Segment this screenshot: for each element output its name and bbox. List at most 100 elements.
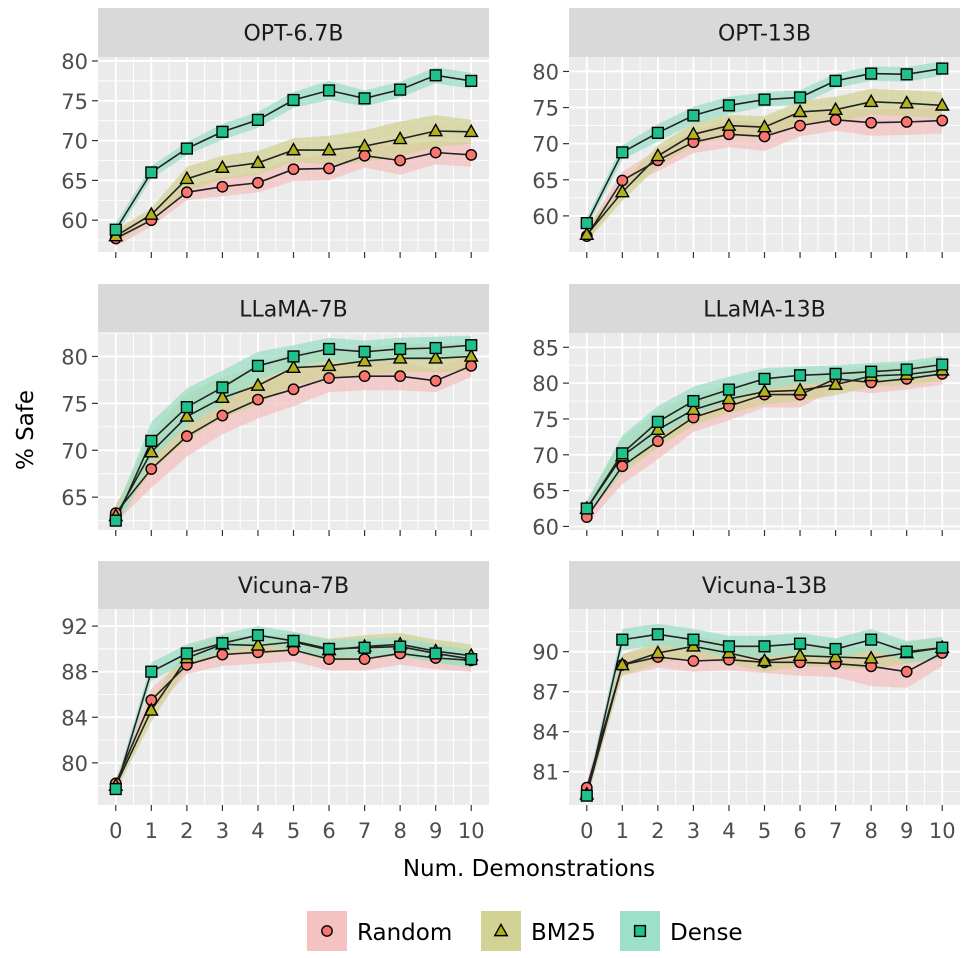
point-dense bbox=[722, 640, 736, 653]
x-tick-label: 7 bbox=[829, 819, 842, 843]
y-tick-label: 90 bbox=[532, 641, 559, 665]
point-dense bbox=[936, 641, 949, 654]
point-bm25 bbox=[721, 117, 737, 131]
panel-llama-13b: LLaMA-13B 60 65 70 75 80 85 bbox=[532, 284, 960, 539]
x-tick-label: 1 bbox=[145, 819, 158, 843]
point-dense bbox=[580, 217, 593, 230]
point-bm25 bbox=[934, 97, 950, 111]
point-dense bbox=[900, 645, 913, 658]
y-tick-label: 65 bbox=[532, 480, 559, 504]
point-bm25 bbox=[214, 389, 230, 404]
point-random bbox=[180, 186, 193, 199]
point-bm25 bbox=[863, 650, 879, 664]
x-tick-label: 2 bbox=[180, 819, 193, 843]
point-dense bbox=[616, 146, 629, 159]
point-dense bbox=[216, 381, 229, 394]
point-dense bbox=[287, 93, 300, 107]
panel-vicuna-13b: Vicuna-13B 81 84 87 90 0 1 2 3 4 5 6 7 8 9 10 bbox=[532, 561, 960, 843]
point-dense bbox=[251, 359, 265, 372]
point-dense bbox=[358, 641, 371, 654]
x-tick-label: 3 bbox=[216, 819, 229, 843]
point-dense bbox=[109, 223, 122, 236]
legend-marker bbox=[321, 925, 333, 937]
panel-title: OPT-6.7B bbox=[243, 22, 343, 47]
panel-strip bbox=[569, 284, 960, 333]
y-tick-label: 84 bbox=[532, 721, 559, 745]
x-tick-label: 2 bbox=[651, 819, 664, 843]
point-random bbox=[465, 359, 478, 372]
y-axis-title: % Safe bbox=[13, 390, 39, 470]
point-bm25 bbox=[428, 122, 444, 137]
y-tick-label: 80 bbox=[532, 60, 559, 84]
point-dense bbox=[722, 99, 736, 112]
point-dense bbox=[865, 365, 878, 378]
legend-label: Dense bbox=[670, 920, 743, 946]
legend-item-bm25: BM25 bbox=[481, 911, 596, 951]
point-dense bbox=[322, 342, 336, 356]
point-dense bbox=[651, 126, 664, 139]
point-dense bbox=[180, 142, 193, 155]
point-random bbox=[900, 116, 913, 128]
point-bm25 bbox=[614, 656, 630, 671]
point-dense bbox=[793, 91, 807, 104]
x-tick-label: 0 bbox=[109, 819, 122, 843]
point-dense bbox=[358, 345, 371, 358]
legend-label: BM25 bbox=[531, 920, 596, 946]
point-random bbox=[394, 154, 407, 167]
y-tick-label: 70 bbox=[61, 439, 88, 463]
point-dense bbox=[465, 653, 478, 666]
point-dense bbox=[687, 109, 700, 122]
point-dense bbox=[651, 415, 664, 428]
x-tick-label: 9 bbox=[429, 819, 442, 843]
point-dense bbox=[216, 637, 229, 650]
point-dense bbox=[900, 363, 913, 376]
point-dense bbox=[722, 383, 736, 396]
point-dense bbox=[900, 68, 913, 81]
point-random bbox=[145, 463, 158, 475]
point-random bbox=[216, 648, 229, 661]
point-random bbox=[252, 176, 264, 189]
point-dense bbox=[829, 642, 842, 656]
point-bm25 bbox=[792, 647, 808, 661]
point-dense bbox=[251, 113, 265, 126]
legend-marker bbox=[493, 922, 509, 937]
point-random bbox=[358, 149, 371, 162]
point-random bbox=[216, 409, 229, 422]
y-tick-label: 75 bbox=[532, 97, 559, 121]
point-dense bbox=[936, 358, 949, 371]
point-dense bbox=[616, 447, 629, 460]
panel-title: LLaMA-13B bbox=[703, 298, 826, 323]
point-dense bbox=[865, 67, 878, 80]
point-dense bbox=[687, 633, 700, 646]
y-tick-label: 60 bbox=[532, 205, 559, 229]
y-tick-label: 88 bbox=[61, 661, 88, 685]
point-random bbox=[287, 383, 300, 396]
point-dense bbox=[758, 93, 771, 106]
point-bm25 bbox=[757, 383, 772, 398]
point-dense bbox=[180, 401, 193, 414]
point-bm25 bbox=[250, 377, 266, 391]
point-dense bbox=[465, 339, 478, 352]
point-bm25 bbox=[579, 226, 595, 240]
point-bm25 bbox=[792, 103, 808, 118]
x-tick-label: 4 bbox=[722, 819, 735, 843]
point-dense bbox=[580, 502, 593, 515]
point-bm25 bbox=[828, 648, 844, 663]
point-dense bbox=[180, 647, 193, 660]
x-tick-label: 5 bbox=[758, 819, 771, 843]
ribbon-random bbox=[586, 639, 943, 795]
point-bm25 bbox=[143, 702, 159, 716]
point-random bbox=[865, 116, 878, 129]
point-random bbox=[180, 430, 193, 443]
point-dense bbox=[829, 74, 842, 87]
point-bm25 bbox=[828, 101, 844, 116]
point-dense bbox=[465, 74, 478, 87]
panel-strip bbox=[98, 561, 489, 609]
panel-strip bbox=[569, 8, 960, 57]
panel-llama-7b: LLaMA-7B 65 70 75 80 bbox=[61, 284, 489, 536]
point-dense bbox=[758, 372, 771, 385]
point-bm25 bbox=[179, 408, 195, 422]
point-random bbox=[794, 119, 806, 132]
panel-title: OPT-13B bbox=[718, 22, 811, 47]
